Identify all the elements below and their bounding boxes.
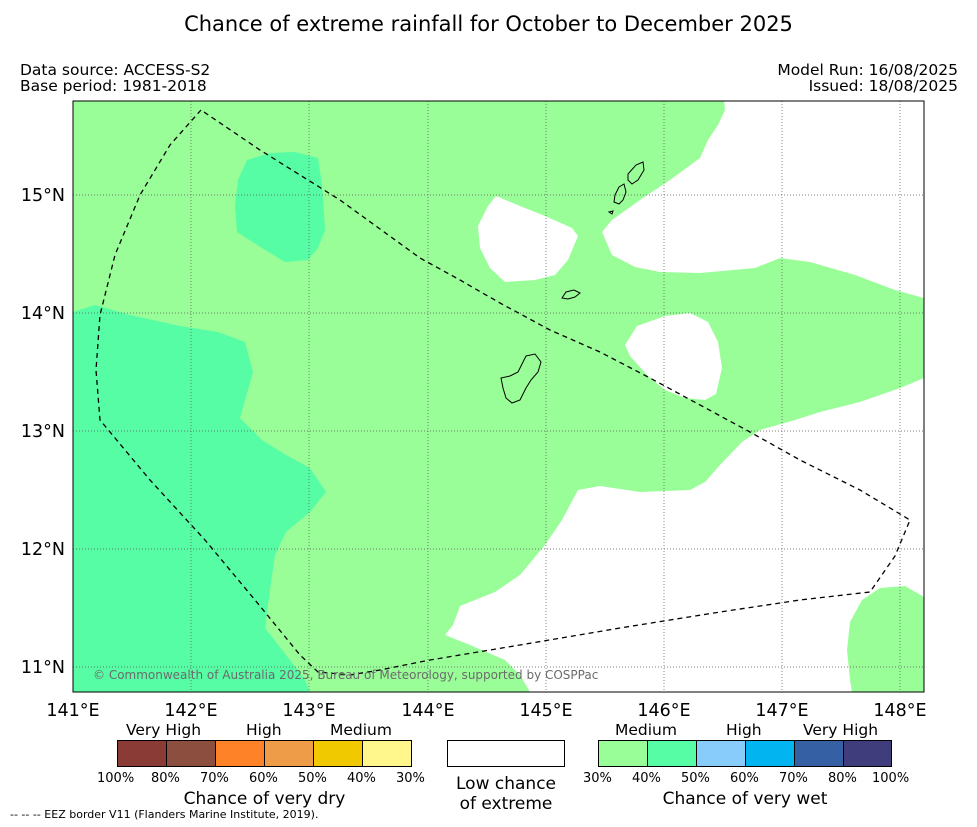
issued-text: Issued: 18/08/2025: [808, 77, 958, 95]
model-run-text: Model Run: 16/08/2025: [777, 61, 958, 79]
islands: [500, 161, 645, 404]
dry-tick: 60%: [249, 771, 278, 786]
dry-tick: 100%: [97, 771, 135, 786]
dry-swatch: [117, 740, 167, 767]
map-gridlines: [73, 101, 924, 692]
dry-tick: 70%: [200, 771, 229, 786]
low-chance-label-line1: Low chance: [456, 774, 556, 794]
wet-swatch: [697, 740, 746, 767]
eez-footnote: -- -- -- EEZ border V11 (Flanders Marine…: [10, 808, 319, 821]
wet-tick: 50%: [681, 771, 710, 786]
x-tick-label: 147°E: [755, 701, 808, 721]
wet-swatch: [844, 740, 892, 767]
x-tick-label: 146°E: [637, 701, 690, 721]
low-chance-region-southeast: [445, 378, 924, 692]
low-chance-label-line2: of extreme: [459, 794, 553, 814]
y-tick-label: 14°N: [21, 304, 65, 324]
low-chance-region-mid: [625, 313, 722, 400]
dry-tick: 40%: [347, 771, 376, 786]
dry-swatch: [167, 740, 216, 767]
x-tick-label: 144°E: [401, 701, 454, 721]
dry-swatch: [363, 740, 412, 767]
wet-tick: 70%: [779, 771, 808, 786]
dry-tick: 50%: [298, 771, 327, 786]
dry-swatch: [265, 740, 314, 767]
y-tick-label: 15°N: [21, 186, 65, 206]
data-source-text: Data source: ACCESS-S2: [20, 61, 211, 79]
wet-swatch: [598, 740, 648, 767]
dry-tick: 30%: [396, 771, 425, 786]
x-tick-label: 145°E: [519, 701, 572, 721]
map-plot-area: [73, 101, 924, 692]
dry-tick: 80%: [151, 771, 180, 786]
dry-swatch: [216, 740, 265, 767]
island-aguijan: [607, 210, 614, 215]
dry-legend-label: Chance of very dry: [183, 789, 346, 809]
wet-legend-label: Chance of very wet: [662, 789, 828, 809]
wet-tick: 30%: [583, 771, 612, 786]
low-chance-swatch: [447, 740, 565, 767]
wet-header-medium: Medium: [615, 721, 677, 739]
island-saipan: [627, 161, 645, 185]
island-rota: [561, 289, 581, 300]
wet-header-very-high: Very High: [803, 721, 879, 739]
wet-tick: 40%: [632, 771, 661, 786]
y-tick-label: 12°N: [21, 540, 65, 560]
x-tick-label: 142°E: [164, 701, 217, 721]
wet-swatch: [746, 740, 795, 767]
eez-border: [95, 109, 911, 676]
y-tick-label: 11°N: [21, 658, 65, 678]
dry-swatch: [314, 740, 363, 767]
high-wet-region-west: [73, 305, 326, 692]
copyright-text: © Commonwealth of Australia 2025, Bureau…: [93, 668, 598, 682]
wet-tick: 100%: [872, 771, 910, 786]
wet-tick: 60%: [730, 771, 759, 786]
dry-header-medium: Medium: [330, 721, 392, 739]
wet-header-high: High: [726, 721, 762, 739]
dry-header-very-high: Very High: [126, 721, 202, 739]
y-tick-label: 13°N: [21, 422, 65, 442]
island-guam: [500, 353, 542, 404]
map-title: Chance of extreme rainfall for October t…: [184, 12, 793, 36]
low-chance-region-northeast: [602, 101, 924, 298]
island-tinian: [613, 183, 627, 205]
x-tick-label: 141°E: [46, 701, 99, 721]
medium-wet-patch-southeast: [847, 586, 924, 692]
wet-swatch: [648, 740, 697, 767]
x-tick-label: 148°E: [873, 701, 926, 721]
wet-swatch: [795, 740, 844, 767]
high-wet-region-north: [235, 152, 325, 262]
base-period-text: Base period: 1981-2018: [20, 77, 207, 95]
y-axis-labels: 15°N 14°N 13°N 12°N 11°N: [21, 186, 65, 678]
x-axis-labels: 141°E 142°E 143°E 144°E 145°E 146°E 147°…: [46, 701, 926, 721]
map-frame: [72, 100, 925, 693]
dry-header-high: High: [246, 721, 282, 739]
low-chance-region-small: [478, 196, 578, 282]
x-tick-label: 143°E: [282, 701, 335, 721]
wet-tick: 80%: [828, 771, 857, 786]
